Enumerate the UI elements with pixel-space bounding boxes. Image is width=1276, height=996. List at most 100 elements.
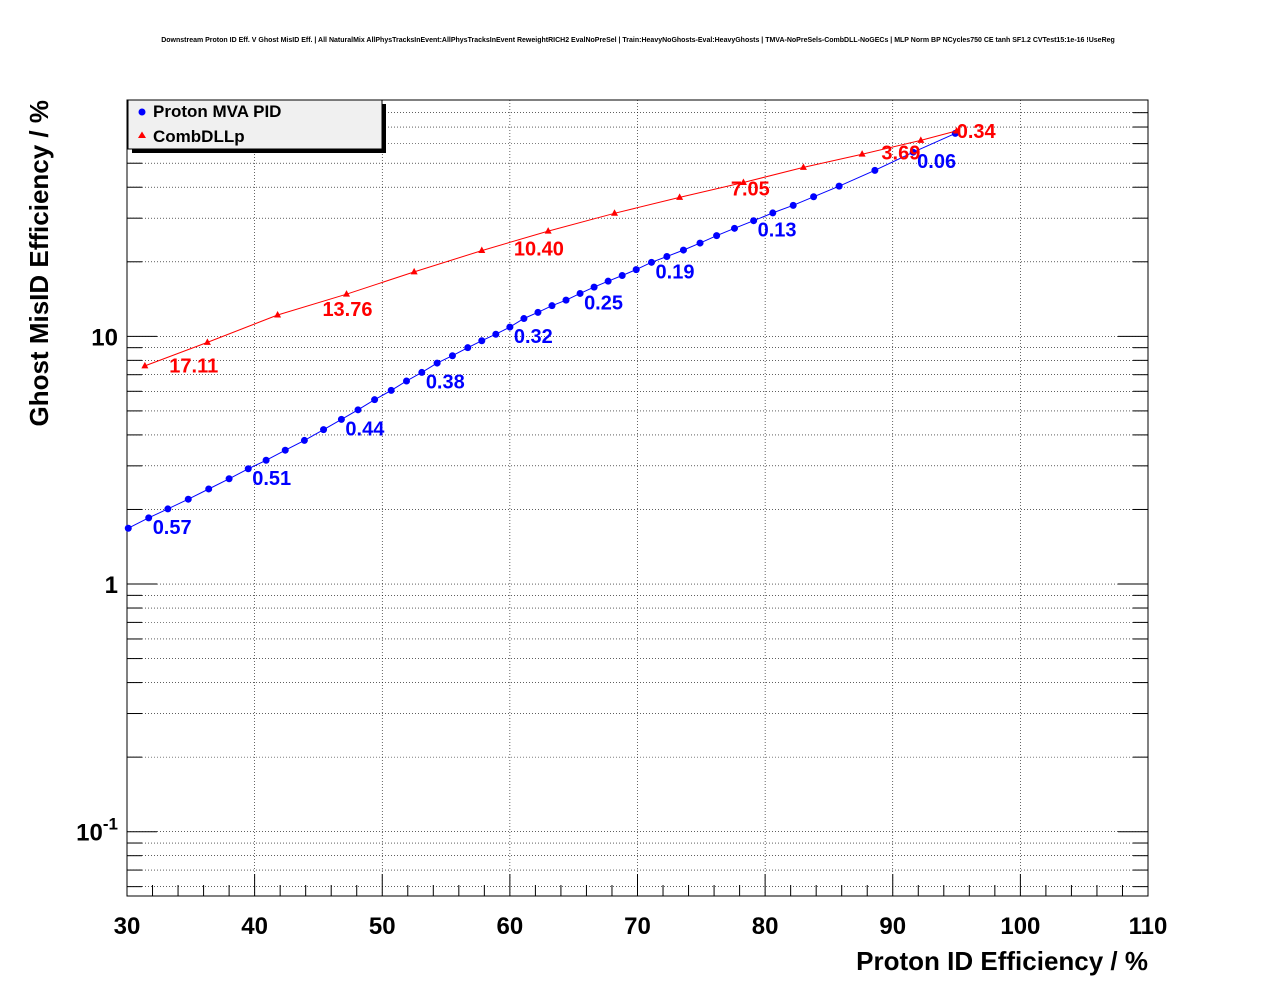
data-point-0	[281, 446, 289, 454]
data-label-0: 0.25	[584, 292, 623, 314]
x-tick-label: 100	[1000, 913, 1040, 940]
x-tick-label: 30	[114, 913, 141, 940]
data-point-0	[562, 296, 570, 304]
grid	[127, 99, 1148, 896]
data-point-0	[506, 323, 514, 331]
data-label-1: 7.05	[731, 178, 770, 200]
data-label-0: 0.44	[345, 418, 385, 440]
data-point-1	[917, 136, 925, 143]
legend-box	[127, 99, 383, 150]
data-label-1: 10.40	[514, 239, 564, 261]
data-point-0	[548, 302, 556, 310]
y-axis-title: Ghost MisID Efficiency / %	[24, 100, 54, 427]
data-labels: 0.57 0.51 0.44 0.38 0.32 0.25 0.19 0.13 0.06 17.1…	[153, 121, 997, 539]
data-point-0	[418, 368, 426, 376]
y-tick-label: 1	[105, 572, 118, 599]
x-axis-title: Proton ID Efficiency / %	[856, 946, 1148, 976]
data-point-0	[835, 182, 843, 190]
data-label-0: 0.51	[252, 468, 291, 490]
data-point-0	[789, 201, 797, 209]
data-label-1: 17.11	[169, 355, 218, 377]
data-point-0	[184, 495, 192, 503]
data-point-1	[676, 193, 684, 200]
data-label-0: 0.32	[514, 326, 553, 348]
data-point-1	[478, 246, 486, 254]
data-point-0	[871, 166, 879, 174]
x-tick-label: 90	[879, 913, 906, 940]
data-point-1	[343, 290, 351, 297]
data-point-0	[354, 406, 362, 414]
data-point-1	[858, 150, 866, 157]
data-point-0	[618, 272, 626, 280]
data-label-0: 0.19	[656, 261, 695, 283]
data-point-0	[433, 359, 441, 367]
data-label-0: 0.57	[153, 517, 192, 539]
data-point-0	[402, 377, 410, 385]
data-point-0	[205, 485, 213, 493]
data-point-0	[520, 315, 528, 323]
data-label-0: 0.38	[426, 371, 465, 393]
data-point-0	[632, 266, 640, 274]
x-tick-label: 60	[497, 913, 524, 940]
data-point-0	[679, 246, 687, 254]
data-point-0	[225, 475, 233, 483]
data-point-1	[739, 178, 747, 185]
data-point-0	[713, 232, 721, 240]
data-point-0	[696, 239, 704, 247]
legend: Proton MVA PID CombDLLp	[127, 99, 386, 153]
data-point-0	[648, 258, 656, 266]
data-point-0	[464, 344, 472, 352]
y-tick-labels: 10-1 1 10	[76, 324, 118, 846]
legend-marker-triangle	[138, 131, 146, 138]
series-line-1	[144, 130, 957, 367]
data-point-1	[799, 163, 807, 170]
data-point-0	[387, 386, 395, 394]
data-label-1: 13.76	[322, 299, 372, 321]
x-tick-label: 40	[241, 913, 268, 940]
data-point-0	[448, 352, 456, 360]
series-layer	[124, 126, 961, 532]
data-point-0	[300, 436, 308, 444]
data-point-1	[203, 338, 211, 345]
legend-label-dll: CombDLLp	[153, 127, 245, 146]
chart-title: Downstream Proton ID Eff. V Ghost MisID …	[161, 37, 1115, 44]
data-point-0	[534, 308, 542, 316]
data-label-0: 0.13	[758, 220, 797, 242]
data-point-0	[604, 277, 612, 285]
y-tick-label: 10-1	[76, 815, 118, 847]
x-tick-labels: 30 40 50 60 70 80 90 100 110	[114, 913, 1168, 940]
data-point-0	[909, 148, 917, 156]
data-label-1: 3.69	[881, 143, 920, 165]
legend-marker-circle	[138, 108, 146, 116]
legend-label-mva: Proton MVA PID	[153, 102, 281, 121]
data-point-0	[320, 426, 328, 434]
data-label-0: 0.06	[917, 151, 956, 173]
data-point-0	[145, 514, 153, 522]
data-point-1	[141, 361, 149, 369]
x-tick-label: 110	[1129, 913, 1168, 940]
data-point-1	[544, 227, 552, 234]
data-point-1	[274, 310, 282, 318]
axis-ticks	[126, 99, 1149, 896]
data-point-0	[244, 465, 252, 473]
data-point-0	[810, 193, 818, 201]
x-tick-label: 50	[369, 913, 396, 940]
data-point-1	[953, 126, 961, 134]
x-tick-label: 70	[624, 913, 651, 940]
plot-frame	[126, 99, 1149, 897]
data-point-0	[262, 456, 270, 464]
data-point-1	[410, 267, 418, 275]
series-line-0	[128, 132, 956, 529]
data-label-1: 0.34	[957, 121, 997, 143]
data-point-1	[611, 209, 619, 216]
data-point-0	[730, 224, 738, 232]
data-point-0	[124, 524, 132, 532]
data-point-0	[371, 396, 379, 404]
y-tick-label: 10	[91, 324, 118, 351]
data-point-0	[337, 415, 345, 423]
data-point-0	[663, 253, 671, 261]
data-point-0	[590, 283, 598, 291]
x-tick-label: 80	[752, 913, 779, 940]
data-point-0	[478, 337, 486, 345]
